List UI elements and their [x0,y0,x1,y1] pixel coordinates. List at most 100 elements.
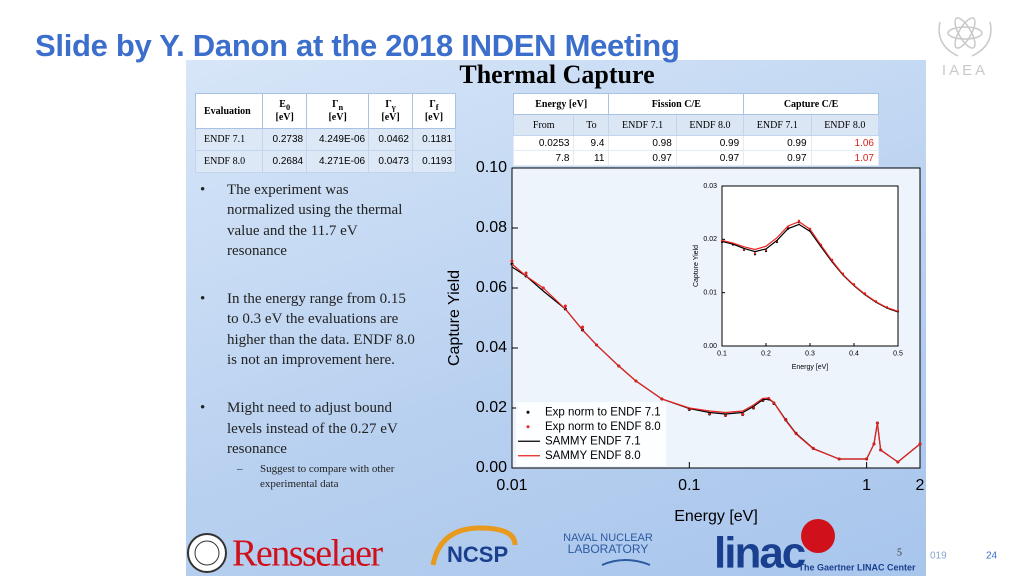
table-cell: 4.249E-06 [306,128,370,151]
subheader-cell: ENDF 7.1 [608,114,677,136]
x-tick-label: 0.4 [849,351,859,358]
table-cell: 0.0462 [368,128,413,151]
logo-text: LABORATORY [568,542,649,556]
subheader-cell: From [512,114,575,136]
series-line [511,263,921,463]
y-tick-label: 0.01 [703,290,717,297]
table-cell: 0.0473 [368,150,413,173]
slide-title: Slide by Y. Danon at the 2018 INDEN Meet… [35,28,680,63]
header-cell: Γn [eV] [306,93,370,129]
data-point [581,325,585,329]
y-tick-label: 0.10 [476,159,507,176]
legend-marker [526,410,530,414]
heading: Thermal Capture [459,60,654,89]
header-symbol: E [279,99,286,110]
page-number: 24 [986,551,998,562]
x-tick-label: 0.2 [761,351,771,358]
table-cell: 1.06 [810,135,880,151]
logo-text: Rensselaer [232,533,383,575]
parameter-table: Evaluation E0 [eV] Γn [eV] Γγ [eV] Γf [eV] ENDF 7… [194,93,457,173]
subheader-row: From To ENDF 7.1 ENDF 8.0 ENDF 7.1 ENDF 8.0 [512,114,880,136]
header-symbol: Γ [332,99,339,110]
y-tick-label: 0.04 [476,339,507,356]
bullet-text: The experiment was normalized using the … [227,182,403,259]
header-cell: Evaluation [194,93,264,129]
data-point [797,219,801,222]
bullet: In the energy range from 0.15 to 0.3 eV … [198,289,417,370]
y-tick-label: 0.02 [476,399,507,416]
bullet: Might need to adjust bound levels instea… [198,398,417,492]
logo-text: The Gaertner LINAC Center [798,562,916,572]
table-row: ENDF 7.1 0.2738 4.249E-06 0.0462 0.1181 [194,128,457,151]
iaea-logo [938,17,992,57]
x-axis-label: Energy [eV] [674,508,758,525]
table-cell: 0.1193 [411,150,457,173]
table-cell: 0.97 [743,150,812,166]
table-cell: 7.8 [512,150,575,166]
table-cell: 0.2684 [262,150,308,173]
data-point [524,271,528,275]
x-tick-label: 0.1 [717,351,727,358]
footer-logos: Rensselaer NCSP NAVAL NUCLEAR LABORATORY… [187,519,916,576]
table-cell: ENDF 7.1 [194,128,264,151]
legend-label: SAMMY ENDF 8.0 [545,450,641,462]
table-cell: 0.0253 [512,135,575,151]
table-cell: 0.98 [608,135,677,151]
data-point [510,259,514,263]
y-tick-label: 0.03 [703,183,717,190]
y-tick-label: 0.02 [703,236,717,243]
x-tick-label: 0.1 [678,477,700,494]
table-cell: ENDF 8.0 [194,150,264,173]
logo-text: IAEA [942,62,988,79]
subheader-cell: ENDF 8.0 [810,114,880,136]
header-row: Evaluation E0 [eV] Γn [eV] Γγ [eV] Γf [eV] [194,93,457,129]
plot-area [721,185,899,347]
bullet-list: The experiment was normalized using the … [198,180,418,520]
group-cell: Fission C/E [608,93,745,115]
table-cell: 11 [573,150,610,166]
table-cell: 0.99 [675,135,745,151]
legend-label: SAMMY ENDF 7.1 [545,435,641,447]
header-symbol: Γ [385,99,392,110]
subheader-cell: To [573,114,610,136]
x-tick-label: 2 [916,477,925,494]
table-cell: 1.07 [810,150,880,166]
table-cell: 0.1181 [411,128,457,151]
chart: 0.00 0.01 0.02 0.03 0.1 0.2 0.3 0.4 0.5 Capture Y… [693,183,903,371]
header-unit: [eV] [275,112,294,123]
header-subscript: n [338,103,344,112]
table-row: ENDF 8.0 0.2684 4.271E-06 0.0473 0.1193 [194,150,457,173]
legend-label: Exp norm to ENDF 8.0 [545,421,661,433]
chart: 0.00 0.02 0.04 0.06 0.08 0.10 0.01 0.1 1 2 Capture… [446,159,924,525]
data-point [753,252,757,255]
bullet-text: Might need to adjust bound levels instea… [227,400,398,457]
slide-number: 5 [897,547,902,558]
data-point [563,304,567,308]
header-symbol: Γ [429,99,436,110]
y-axis-label: Capture Yield [446,270,463,366]
legend-marker [526,425,530,429]
ce-table: Energy [eV] Fission C/E Capture C/E From To E… [512,93,880,166]
header-cell: Γf [eV] [411,93,457,129]
y-tick-label: 0.00 [476,459,507,476]
sub-bullet: Suggest to compare with other experiment… [227,462,400,492]
table-cell: 0.97 [608,150,677,166]
legend-box [516,402,666,466]
logo-text: linac [714,529,806,576]
x-tick-label: 0.01 [496,477,527,494]
table-cell: 9.4 [573,135,610,151]
header-subscript: f [435,103,439,112]
table-cell: 0.97 [675,150,745,166]
table-cell: 0.2738 [262,128,308,151]
header-unit: [eV] [328,112,347,123]
logo-text: NAVAL NUCLEAR [563,532,653,544]
bullet-text: In the energy range from 0.15 to 0.3 eV … [227,291,415,369]
header-text: Evaluation [204,105,251,117]
logo-text: NCSP [447,542,508,567]
header-cell: E0 [eV] [262,93,308,129]
header-subscript: 0 [285,103,291,112]
y-axis-label: Capture Yield [693,245,700,287]
header-unit: [eV] [424,112,444,123]
